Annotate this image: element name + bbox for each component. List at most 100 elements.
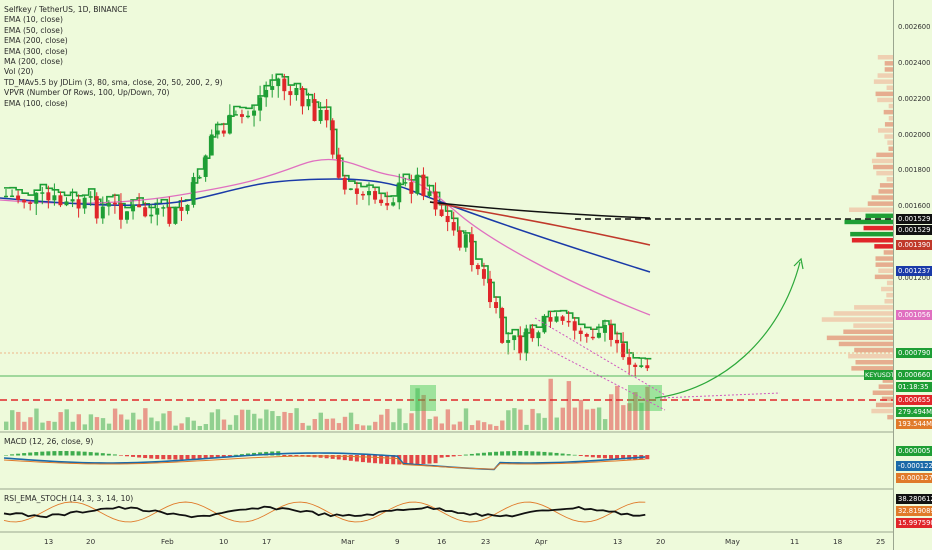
volume-bar	[118, 414, 124, 430]
profile-row	[821, 317, 893, 322]
indicator-td-ma[interactable]: TD_MAv5.5 by JDLim (3, 80, sma, close, 2…	[4, 77, 223, 87]
indicator-ema-50[interactable]: EMA (50, close)	[4, 25, 63, 35]
volume-bar	[203, 424, 209, 430]
rsi-label[interactable]: RSI_EMA_STOCH (14, 3, 3, 14, 10)	[4, 494, 134, 503]
macd-histogram-bar	[227, 455, 232, 456]
profile-row	[887, 414, 893, 420]
candle-body	[288, 91, 293, 96]
volume-ma-tag: 193.544M	[896, 419, 932, 429]
volume-bar	[270, 411, 275, 430]
candle-body	[512, 335, 517, 341]
price-tag-ma-pink: 0.001056	[896, 310, 932, 320]
indicator-ema-10[interactable]: EMA (10, close)	[4, 15, 63, 25]
profile-row	[873, 164, 893, 170]
profile-row	[865, 213, 893, 219]
candle-body	[560, 316, 565, 321]
macd-histogram-bar	[475, 453, 480, 456]
macd-histogram-bar	[391, 455, 396, 465]
profile-row	[886, 280, 893, 286]
macd-histogram-bar	[167, 455, 172, 460]
candle-body	[106, 202, 111, 207]
volume-bar	[621, 405, 626, 430]
candle-body	[433, 191, 438, 210]
indicator-ema-200[interactable]: EMA (200, close)	[4, 36, 68, 46]
candle-body	[52, 195, 57, 201]
candle-body	[475, 265, 480, 270]
profile-row	[863, 225, 893, 231]
symbol-title[interactable]: Selfkey / TetherUS, 1D, BINANCE	[4, 5, 128, 14]
volume-bar	[282, 411, 287, 430]
indicator-ema-100[interactable]: EMA (100, close)	[4, 98, 68, 108]
macd-histogram-bar	[324, 455, 329, 459]
trend-line	[539, 344, 666, 411]
candle-body	[639, 365, 644, 367]
macd-histogram-bar	[155, 455, 160, 459]
volume-bars	[4, 378, 650, 430]
candle-body	[542, 317, 547, 333]
indicator-vpvr[interactable]: VPVR (Number Of Rows, 100, Up/Down, 70)	[4, 88, 170, 98]
profile-row	[875, 91, 893, 97]
candle-body	[500, 308, 505, 343]
candle-body	[88, 196, 93, 198]
volume-bar	[252, 413, 257, 430]
annotations	[0, 218, 893, 411]
candle-body	[22, 199, 27, 203]
candlesticks	[4, 73, 650, 377]
candle-body	[149, 214, 154, 217]
profile-row	[886, 177, 893, 182]
volume-bar	[542, 417, 547, 430]
candle-body	[82, 197, 87, 209]
macd-histogram-bar	[209, 455, 214, 458]
macd-histogram-bar	[88, 452, 93, 456]
volume-bar	[197, 425, 202, 430]
volume-bar	[137, 419, 142, 430]
candle-body	[125, 211, 129, 220]
price-tag-countdown: 01:18:35	[896, 382, 932, 392]
profile-row	[849, 207, 893, 212]
profile-row	[877, 55, 893, 60]
price-tick: 0.002000	[898, 131, 931, 139]
moving-averages	[0, 158, 651, 316]
volume-bar	[451, 424, 457, 430]
macd-histogram-bar	[627, 455, 632, 460]
macd-tag-macd: -0.000122	[896, 461, 932, 471]
trend-line	[534, 317, 666, 396]
candle-body	[131, 204, 136, 212]
macd-histogram-bar	[409, 455, 414, 465]
volume-bar	[185, 417, 190, 430]
candle-body	[615, 339, 620, 344]
time-tick: 17	[262, 537, 272, 546]
profile-row	[874, 274, 893, 280]
volume-bar	[233, 415, 239, 430]
candle-body	[76, 199, 81, 209]
profile-row	[884, 67, 893, 72]
macd-histogram-bar	[221, 455, 226, 457]
price-tick: 0.002200	[898, 95, 931, 103]
macd-histogram-bar	[530, 451, 535, 456]
indicator-vol[interactable]: Vol (20)	[4, 67, 34, 77]
volume-bar	[645, 386, 650, 430]
profile-row	[833, 311, 893, 316]
macd-histogram-bar	[149, 455, 154, 459]
macd-histogram-bar	[52, 451, 57, 456]
price-tag-last: 0.000660	[896, 370, 932, 380]
volume-bar	[227, 424, 233, 430]
macd-histogram-bar	[615, 455, 620, 460]
volume-bar	[342, 416, 348, 430]
volume-bar	[481, 422, 487, 430]
macd-label[interactable]: MACD (12, 26, close, 9)	[4, 437, 94, 446]
candle-body	[112, 202, 117, 205]
macd-histogram-bar	[191, 455, 196, 460]
macd-histogram-bar	[554, 452, 559, 456]
volume-bar	[403, 423, 408, 430]
macd-histogram-bar	[360, 455, 365, 463]
time-tick: 25	[876, 537, 886, 546]
candle-body	[252, 110, 257, 116]
macd-histogram-bar	[282, 455, 287, 457]
macd-histogram-bar	[179, 455, 184, 460]
indicator-ma-200[interactable]: MA (200, close)	[4, 57, 63, 67]
highlight-box	[410, 385, 436, 411]
indicator-ema-300[interactable]: EMA (300, close)	[4, 46, 68, 56]
price-tick: 0.002400	[898, 59, 931, 67]
